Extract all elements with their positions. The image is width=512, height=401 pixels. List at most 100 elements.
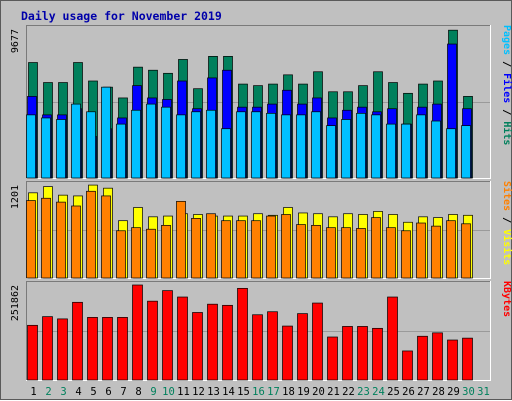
pages-bar <box>281 114 291 179</box>
pages-bar <box>71 103 81 179</box>
day-label: 14 <box>222 386 235 398</box>
day-label: 8 <box>135 386 141 398</box>
pages-bar <box>311 111 321 179</box>
pages-bar <box>341 119 351 179</box>
sites-bar <box>416 222 426 279</box>
day-label: 3 <box>60 386 66 398</box>
pages-bar <box>416 114 426 179</box>
pages-bar <box>131 109 141 179</box>
pages-bar <box>191 111 201 179</box>
day-label: 2 <box>45 386 51 398</box>
legend-segment: Visits <box>501 229 512 265</box>
kbytes-bar <box>237 287 248 381</box>
sites-bar <box>206 213 216 279</box>
sites-bar <box>431 225 441 279</box>
legend-segment: Pages <box>501 25 512 55</box>
sites-bar <box>161 224 171 279</box>
kbytes-bar <box>87 317 98 381</box>
day-label: 31 <box>477 386 490 398</box>
middle-legend-label: Sites / Visits <box>501 181 512 265</box>
sites-bar <box>131 227 141 279</box>
pages-bar <box>56 119 66 179</box>
pages-bar <box>161 106 171 179</box>
day-label: 4 <box>75 386 81 398</box>
kbytes-bar <box>417 335 428 381</box>
top-legend-label: Pages / Files / Hits <box>501 25 512 145</box>
sites-bar <box>461 223 471 279</box>
pages-bar <box>26 114 36 179</box>
day-label: 1 <box>30 386 36 398</box>
pages-bar <box>206 109 216 179</box>
kbytes-bar <box>72 301 83 381</box>
kbytes-bar <box>102 317 113 381</box>
kbytes-bar <box>372 327 383 381</box>
sites-bar <box>236 220 246 279</box>
day-label: 11 <box>177 386 190 398</box>
day-label: 20 <box>312 386 325 398</box>
day-label: 28 <box>432 386 445 398</box>
legend-segment: Sites <box>501 181 512 211</box>
sites-bar <box>326 227 336 279</box>
pages-bar <box>386 123 396 179</box>
pages-bar <box>41 117 51 179</box>
sites-bar <box>71 205 81 279</box>
top-max-label: 9677 <box>10 29 21 53</box>
pages-bar <box>116 123 126 179</box>
bottom-legend-label: KBytes <box>501 281 512 317</box>
sites-bar <box>311 224 321 279</box>
sites-bar <box>341 227 351 279</box>
pages-bar <box>176 114 186 179</box>
day-label: 23 <box>357 386 370 398</box>
kbytes-bar <box>312 302 323 381</box>
sites-bar <box>266 215 276 279</box>
kbytes-bar <box>42 316 53 381</box>
day-label: 26 <box>402 386 415 398</box>
kbytes-bar <box>27 324 38 381</box>
day-label: 24 <box>372 386 385 398</box>
pages-bar <box>446 128 456 179</box>
day-label: 12 <box>192 386 205 398</box>
kbytes-bar <box>267 311 278 381</box>
pages-bar <box>266 112 276 179</box>
pages-bar <box>236 111 246 179</box>
day-label: 22 <box>342 386 355 398</box>
pages-bar <box>296 114 306 179</box>
day-label: 21 <box>327 386 340 398</box>
day-label: 27 <box>417 386 430 398</box>
sites-bar <box>101 195 111 279</box>
day-label: 29 <box>447 386 460 398</box>
pages-bar <box>86 111 96 179</box>
legend-segment: Files <box>501 73 512 103</box>
middle-max-label: 1201 <box>10 185 21 209</box>
day-label: 7 <box>120 386 126 398</box>
sites-bar <box>191 218 201 279</box>
pages-bar <box>146 103 156 179</box>
pages-bar <box>371 114 381 179</box>
sites-bar <box>41 197 51 279</box>
sites-bar <box>146 228 156 279</box>
pages-bar <box>401 123 411 179</box>
sites-bar <box>296 224 306 279</box>
day-label: 9 <box>150 386 156 398</box>
kbytes-bar <box>147 300 158 381</box>
day-label: 30 <box>462 386 475 398</box>
kbytes-bar <box>432 332 443 381</box>
kbytes-bar <box>252 314 263 381</box>
pages-bar <box>356 112 366 179</box>
pages-bar <box>326 125 336 179</box>
pages-bar <box>431 120 441 179</box>
sites-bar <box>86 190 96 279</box>
pages-bar <box>461 125 471 179</box>
kbytes-bar <box>462 337 473 381</box>
day-label: 5 <box>90 386 96 398</box>
kbytes-bar <box>207 303 218 381</box>
sites-bar <box>116 230 126 279</box>
day-label: 25 <box>387 386 400 398</box>
sites-bar <box>386 227 396 279</box>
kbytes-bar <box>357 326 368 381</box>
kbytes-bar <box>57 318 68 381</box>
day-label: 17 <box>267 386 280 398</box>
day-label: 18 <box>282 386 295 398</box>
